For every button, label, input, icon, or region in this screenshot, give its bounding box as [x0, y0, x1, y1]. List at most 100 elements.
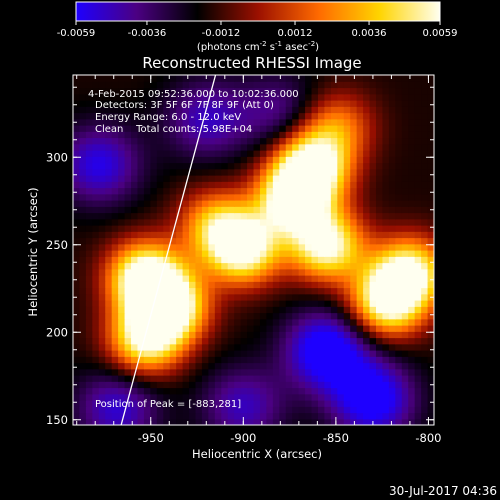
heatmap-cell	[240, 131, 248, 139]
heatmap-cell	[421, 200, 429, 207]
heatmap-cell	[285, 243, 293, 251]
heatmap-cell	[189, 375, 197, 382]
heatmap-cell	[414, 243, 422, 251]
heatmap-cell	[375, 300, 384, 307]
heatmap-cell	[401, 350, 409, 357]
heatmap-cell	[240, 162, 248, 170]
heatmap-cell	[247, 287, 255, 295]
heatmap-cell	[227, 225, 235, 232]
heatmap-cell	[311, 106, 319, 114]
heatmap-cell	[395, 306, 403, 314]
heatmap-cell	[311, 137, 319, 145]
heatmap-cell	[124, 243, 132, 251]
heatmap-cell	[330, 300, 338, 307]
heatmap-cell	[137, 187, 145, 195]
heatmap-cell	[298, 100, 306, 107]
heatmap-cell	[292, 387, 300, 395]
heatmap-cell	[118, 143, 126, 151]
heatmap-cell	[227, 393, 235, 401]
heatmap-cell	[395, 243, 403, 251]
heatmap-cell	[92, 300, 100, 307]
heatmap-cell	[182, 212, 190, 220]
heatmap-cell	[324, 381, 332, 389]
heatmap-cell	[414, 275, 422, 282]
heatmap-cell	[311, 375, 319, 382]
heatmap-cell	[124, 150, 132, 157]
heatmap-cell	[105, 75, 113, 82]
heatmap-cell	[266, 275, 274, 282]
heatmap-cell	[259, 381, 267, 389]
heatmap-cell	[279, 287, 287, 295]
heatmap-cell	[137, 93, 145, 101]
heatmap-cell	[350, 181, 358, 189]
heatmap-cell	[259, 262, 267, 270]
heatmap-cell	[343, 112, 351, 120]
heatmap-cell	[350, 331, 358, 339]
heatmap-cell	[156, 118, 164, 126]
heatmap-cell	[124, 100, 132, 107]
heatmap-cell	[156, 75, 164, 82]
heatmap-cell	[285, 287, 293, 295]
heatmap-cell	[395, 237, 403, 245]
heatmap-cell	[317, 331, 326, 339]
heatmap-cell	[298, 131, 306, 139]
heatmap-cell	[401, 325, 409, 332]
heatmap-cell	[85, 137, 93, 145]
heatmap-cell	[195, 262, 203, 270]
heatmap-cell	[227, 375, 235, 382]
heatmap-cell	[401, 418, 409, 425]
heatmap-cell	[317, 343, 326, 351]
heatmap-cell	[143, 375, 151, 382]
heatmap-cell	[311, 293, 319, 301]
heatmap-cell	[369, 175, 377, 182]
heatmap-cell	[163, 200, 171, 207]
heatmap-cell	[343, 175, 351, 182]
heatmap-cell	[156, 356, 164, 364]
heatmap-cell	[298, 125, 306, 132]
heatmap-cell	[305, 275, 313, 282]
heatmap-cell	[73, 106, 81, 114]
heatmap-cell	[105, 318, 113, 326]
heatmap-cell	[189, 281, 197, 289]
heatmap-cell	[414, 131, 422, 139]
heatmap-cell	[176, 331, 184, 339]
heatmap-cell	[408, 293, 416, 301]
heatmap-cell	[408, 137, 416, 145]
heatmap-cell	[189, 418, 197, 425]
heatmap-cell	[169, 143, 177, 151]
heatmap-cell	[156, 112, 164, 120]
heatmap-cell	[143, 350, 151, 357]
heatmap-cell	[105, 312, 113, 320]
heatmap-cell	[421, 143, 429, 151]
heatmap-cell	[285, 150, 293, 157]
heatmap-cell	[421, 256, 429, 264]
heatmap-cell	[143, 381, 151, 389]
heatmap-cell	[382, 412, 390, 420]
heatmap-cell	[240, 212, 248, 220]
heatmap-cell	[330, 87, 338, 95]
heatmap-cell	[395, 131, 403, 139]
heatmap-cell	[414, 81, 422, 89]
heatmap-cell	[285, 318, 293, 326]
heatmap-cell	[375, 143, 384, 151]
heatmap-cell	[240, 250, 248, 257]
heatmap-cell	[375, 175, 384, 182]
heatmap-cell	[337, 100, 345, 107]
heatmap-cell	[285, 350, 293, 357]
heatmap-cell	[375, 356, 384, 364]
heatmap-cell	[356, 150, 364, 157]
heatmap-cell	[169, 112, 177, 120]
heatmap-cell	[324, 337, 332, 345]
heatmap-cell	[79, 400, 87, 407]
heatmap-cell	[247, 275, 255, 282]
heatmap-cell	[189, 218, 197, 226]
heatmap-cell	[324, 225, 332, 232]
heatmap-cell	[79, 81, 87, 89]
heatmap-cell	[143, 287, 151, 295]
heatmap-cell	[98, 212, 106, 220]
heatmap-cell	[382, 387, 390, 395]
heatmap-cell	[324, 350, 332, 357]
heatmap-cell	[73, 231, 81, 239]
heatmap-cell	[195, 356, 203, 364]
heatmap-cell	[259, 150, 267, 157]
